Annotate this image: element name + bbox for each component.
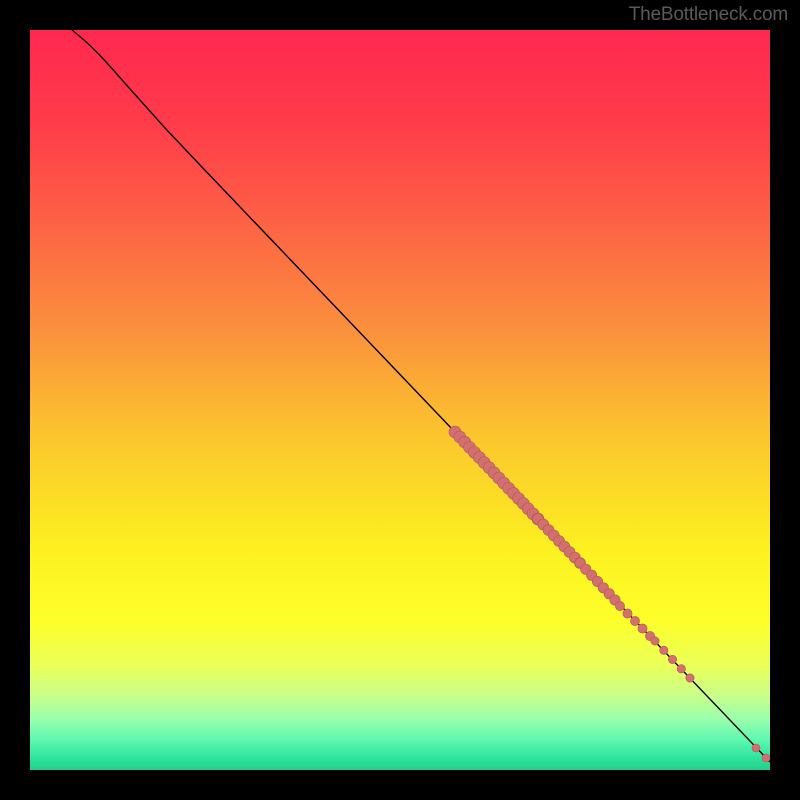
data-point — [660, 646, 668, 654]
plot-background — [30, 30, 770, 770]
data-point — [623, 609, 632, 618]
data-point — [762, 754, 770, 762]
chart-canvas — [0, 0, 800, 800]
data-point — [615, 601, 624, 610]
attribution-text: TheBottleneck.com — [629, 4, 788, 26]
data-point — [668, 655, 676, 663]
data-point — [686, 674, 694, 682]
data-point — [752, 744, 760, 752]
data-point — [630, 616, 639, 625]
data-point — [638, 624, 647, 633]
chart-container: TheBottleneck.com — [0, 0, 800, 800]
data-point — [651, 637, 659, 645]
data-point — [677, 665, 685, 673]
